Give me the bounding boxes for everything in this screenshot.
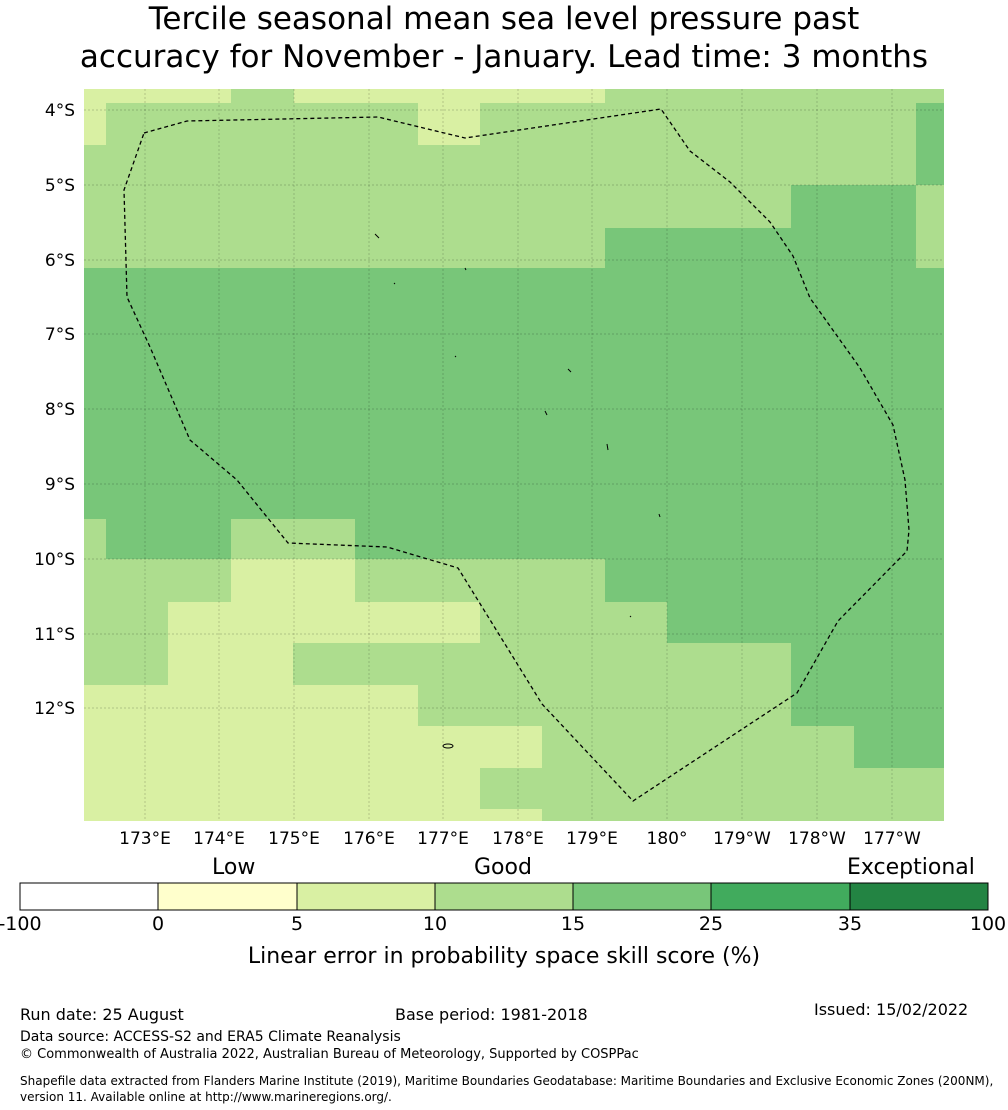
- colorbar-bin: [710, 882, 851, 911]
- island-outline: [393, 282, 396, 285]
- grid-cell: [480, 602, 605, 643]
- longitude-label: 174°E: [193, 829, 245, 849]
- copyright: © Commonwealth of Australia 2022, Austra…: [20, 1047, 639, 1062]
- colorbar-label: Linear error in probability space skill …: [247, 944, 761, 969]
- island-outlines: [374, 233, 661, 749]
- longitude-label: 179°E: [566, 829, 618, 849]
- grid-cell: [231, 559, 355, 602]
- island-outline: [464, 267, 467, 271]
- longitude-label: 179°W: [713, 829, 771, 849]
- grid-cell: [791, 185, 916, 268]
- grid-cell: [542, 768, 944, 821]
- colorbar-tick: 0: [151, 913, 165, 935]
- grid-cell: [84, 602, 168, 685]
- grid-cell: [480, 768, 542, 809]
- longitude-label: 175°E: [268, 829, 320, 849]
- longitude-label: 178°E: [492, 829, 544, 849]
- latitude-label: 12°S: [34, 699, 75, 719]
- longitude-label: 177°W: [863, 829, 921, 849]
- title-line-2: accuracy for November - January. Lead ti…: [79, 39, 929, 75]
- grid-cell: [168, 602, 293, 685]
- island-outline: [442, 743, 454, 749]
- longitude-label: 173°E: [119, 829, 171, 849]
- base-period: Base period: 1981-2018: [395, 1005, 588, 1024]
- colorbar-bin: [849, 882, 989, 911]
- island-outline: [658, 513, 661, 518]
- grid-cell: [480, 809, 542, 821]
- grid-cell: [231, 89, 294, 103]
- island-outline: [629, 615, 632, 618]
- shapefile-credit-2: version 11. Available online at http://w…: [20, 1090, 392, 1104]
- island-outline: [606, 443, 609, 451]
- colorbar-tick: 15: [560, 913, 586, 935]
- grid-cell: [293, 643, 667, 685]
- issued-date: Issued: 15/02/2022: [814, 1000, 969, 1019]
- grid-cell: [605, 228, 791, 268]
- colorbar-tick: 5: [290, 913, 304, 935]
- colorbar-tick: -100: [0, 913, 42, 935]
- colorbar-bin: [157, 882, 298, 911]
- colorbar-bin: [572, 882, 712, 911]
- colorbar-bin: [434, 882, 574, 911]
- grid-cell: [667, 643, 791, 685]
- latitude-label: 7°S: [45, 325, 75, 345]
- grid-cell: [605, 602, 667, 643]
- grid-cell: [84, 519, 106, 559]
- latitude-label: 4°S: [45, 101, 75, 121]
- latitude-label: 6°S: [45, 251, 75, 271]
- grid-cell: [231, 519, 355, 559]
- colorbar-tick: 35: [837, 913, 863, 935]
- colorbar-tick: 100: [969, 913, 1007, 935]
- grid-cell: [293, 602, 480, 643]
- grid-cell: [84, 685, 418, 821]
- category-exceptional: Exceptional: [847, 855, 975, 880]
- longitude-label: 180°: [647, 829, 688, 849]
- category-good: Good: [474, 855, 532, 880]
- colorbar-bin: [296, 882, 436, 911]
- latitude-labels: 4°S 5°S 6°S 7°S 8°S 9°S 10°S 11°S 12°S: [34, 101, 75, 719]
- colorbar-tick: 10: [422, 913, 448, 935]
- shapefile-credit-1: Shapefile data extracted from Flanders M…: [20, 1074, 994, 1088]
- latitude-label: 10°S: [34, 550, 75, 570]
- latitude-label: 8°S: [45, 400, 75, 420]
- island-outline: [454, 355, 457, 358]
- longitude-label: 177°E: [417, 829, 469, 849]
- grid-cell: [916, 103, 944, 185]
- run-date: Run date: 25 August: [20, 1005, 184, 1024]
- data-source: Data source: ACCESS-S2 and ERA5 Climate …: [20, 1029, 401, 1045]
- longitude-labels: 173°E 174°E 175°E 176°E 177°E 178°E 179°E 180° 1…: [119, 829, 921, 849]
- longitude-label: 178°W: [788, 829, 846, 849]
- longitude-label: 176°E: [343, 829, 395, 849]
- colorbar-tick: 25: [698, 913, 724, 935]
- title-line-1: Tercile seasonal mean sea level pressure…: [148, 1, 860, 37]
- latitude-label: 5°S: [45, 176, 75, 196]
- map-gridlines: [84, 89, 944, 821]
- colorbar-bin: [19, 882, 159, 911]
- skill-grid-cells: [84, 89, 944, 821]
- skill-score-map: 4°S 5°S 6°S 7°S 8°S 9°S 10°S 11°S 12°S 173°E 174°…: [34, 89, 944, 849]
- grid-cell: [418, 768, 480, 821]
- grid-cell: [605, 89, 944, 103]
- chart-title: Tercile seasonal mean sea level pressure…: [0, 0, 1008, 76]
- latitude-label: 9°S: [45, 475, 75, 495]
- island-outline: [544, 410, 548, 416]
- grid-cell: [418, 103, 480, 145]
- island-outline: [567, 368, 572, 373]
- grid-cell: [84, 103, 106, 145]
- grid-cell: [418, 726, 542, 768]
- category-low: Low: [212, 855, 256, 880]
- latitude-label: 11°S: [34, 625, 75, 645]
- grid-cell: [542, 726, 854, 768]
- island-outline: [374, 233, 380, 239]
- eez-boundary: [123, 108, 910, 802]
- grid-cell: [418, 685, 791, 726]
